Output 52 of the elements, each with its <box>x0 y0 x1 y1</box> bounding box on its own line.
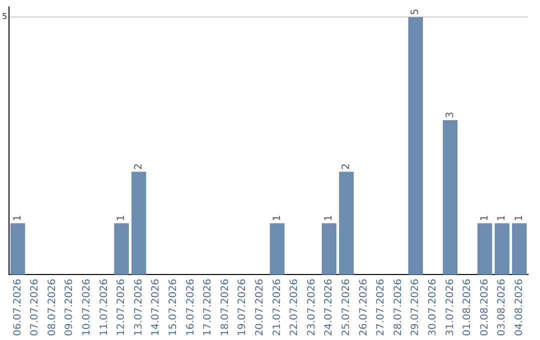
bar <box>270 223 285 275</box>
x-tick-label: 09.07.2026 <box>64 278 76 336</box>
x-tick-label: 29.07.2026 <box>410 278 422 336</box>
bar <box>408 17 423 275</box>
x-tick-label: 03.08.2026 <box>496 278 508 336</box>
bar <box>114 223 129 275</box>
data-label: 5 <box>410 8 422 16</box>
x-tick-label: 14.07.2026 <box>150 278 162 336</box>
x-tick-label: 12.07.2026 <box>116 278 128 336</box>
x-tick-label: 27.07.2026 <box>376 278 387 336</box>
bar <box>131 172 146 275</box>
data-label: 2 <box>340 163 352 170</box>
data-label: 1 <box>496 214 508 222</box>
x-tick-label: 28.07.2026 <box>392 278 404 336</box>
x-tick-label: 26.07.2026 <box>358 278 370 336</box>
data-label: 1 <box>324 214 335 222</box>
bar <box>339 172 354 275</box>
bar <box>494 223 510 275</box>
x-tick-label: 10.07.2026 <box>82 278 93 336</box>
data-label: 1 <box>12 214 24 222</box>
x-tick-label: 17.07.2026 <box>202 278 214 336</box>
x-tick-label: 18.07.2026 <box>220 278 231 336</box>
x-tick-label: 31.07.2026 <box>444 278 456 336</box>
bar <box>477 223 492 275</box>
x-tick-label: 19.07.2026 <box>237 278 248 336</box>
data-label: 1 <box>479 214 490 222</box>
x-tick-label: 13.07.2026 <box>133 278 144 336</box>
x-tick-label: 02.08.2026 <box>479 278 490 336</box>
x-tick-label: 04.08.2026 <box>514 278 525 336</box>
data-label: 2 <box>133 163 144 170</box>
x-tick-label: 24.07.2026 <box>324 278 335 336</box>
x-tick-label: 06.07.2026 <box>12 278 24 336</box>
data-label: 1 <box>116 214 128 222</box>
x-tick-label: 23.07.2026 <box>306 278 318 336</box>
bar <box>442 120 458 275</box>
x-tick-label: 22.07.2026 <box>289 278 300 336</box>
data-label: 1 <box>272 214 283 222</box>
x-tick-label: 30.07.2026 <box>427 278 438 336</box>
x-tick-label: 25.07.2026 <box>340 278 352 336</box>
data-label: 3 <box>444 112 456 118</box>
x-tick-label: 07.07.2026 <box>30 278 41 336</box>
x-tick-label: 01.08.2026 <box>462 278 474 336</box>
x-tick-label: 20.07.2026 <box>254 278 266 336</box>
bar <box>322 223 336 275</box>
bar <box>512 223 527 275</box>
x-tick-label: 08.07.2026 <box>46 278 58 336</box>
x-tick-label: 16.07.2026 <box>185 278 196 336</box>
x-tick-label: 21.07.2026 <box>272 278 283 336</box>
x-tick-label: 11.07.2026 <box>98 278 110 336</box>
bar <box>10 223 26 275</box>
x-tick-label: 15.07.2026 <box>168 278 180 336</box>
data-label: 1 <box>514 214 525 222</box>
